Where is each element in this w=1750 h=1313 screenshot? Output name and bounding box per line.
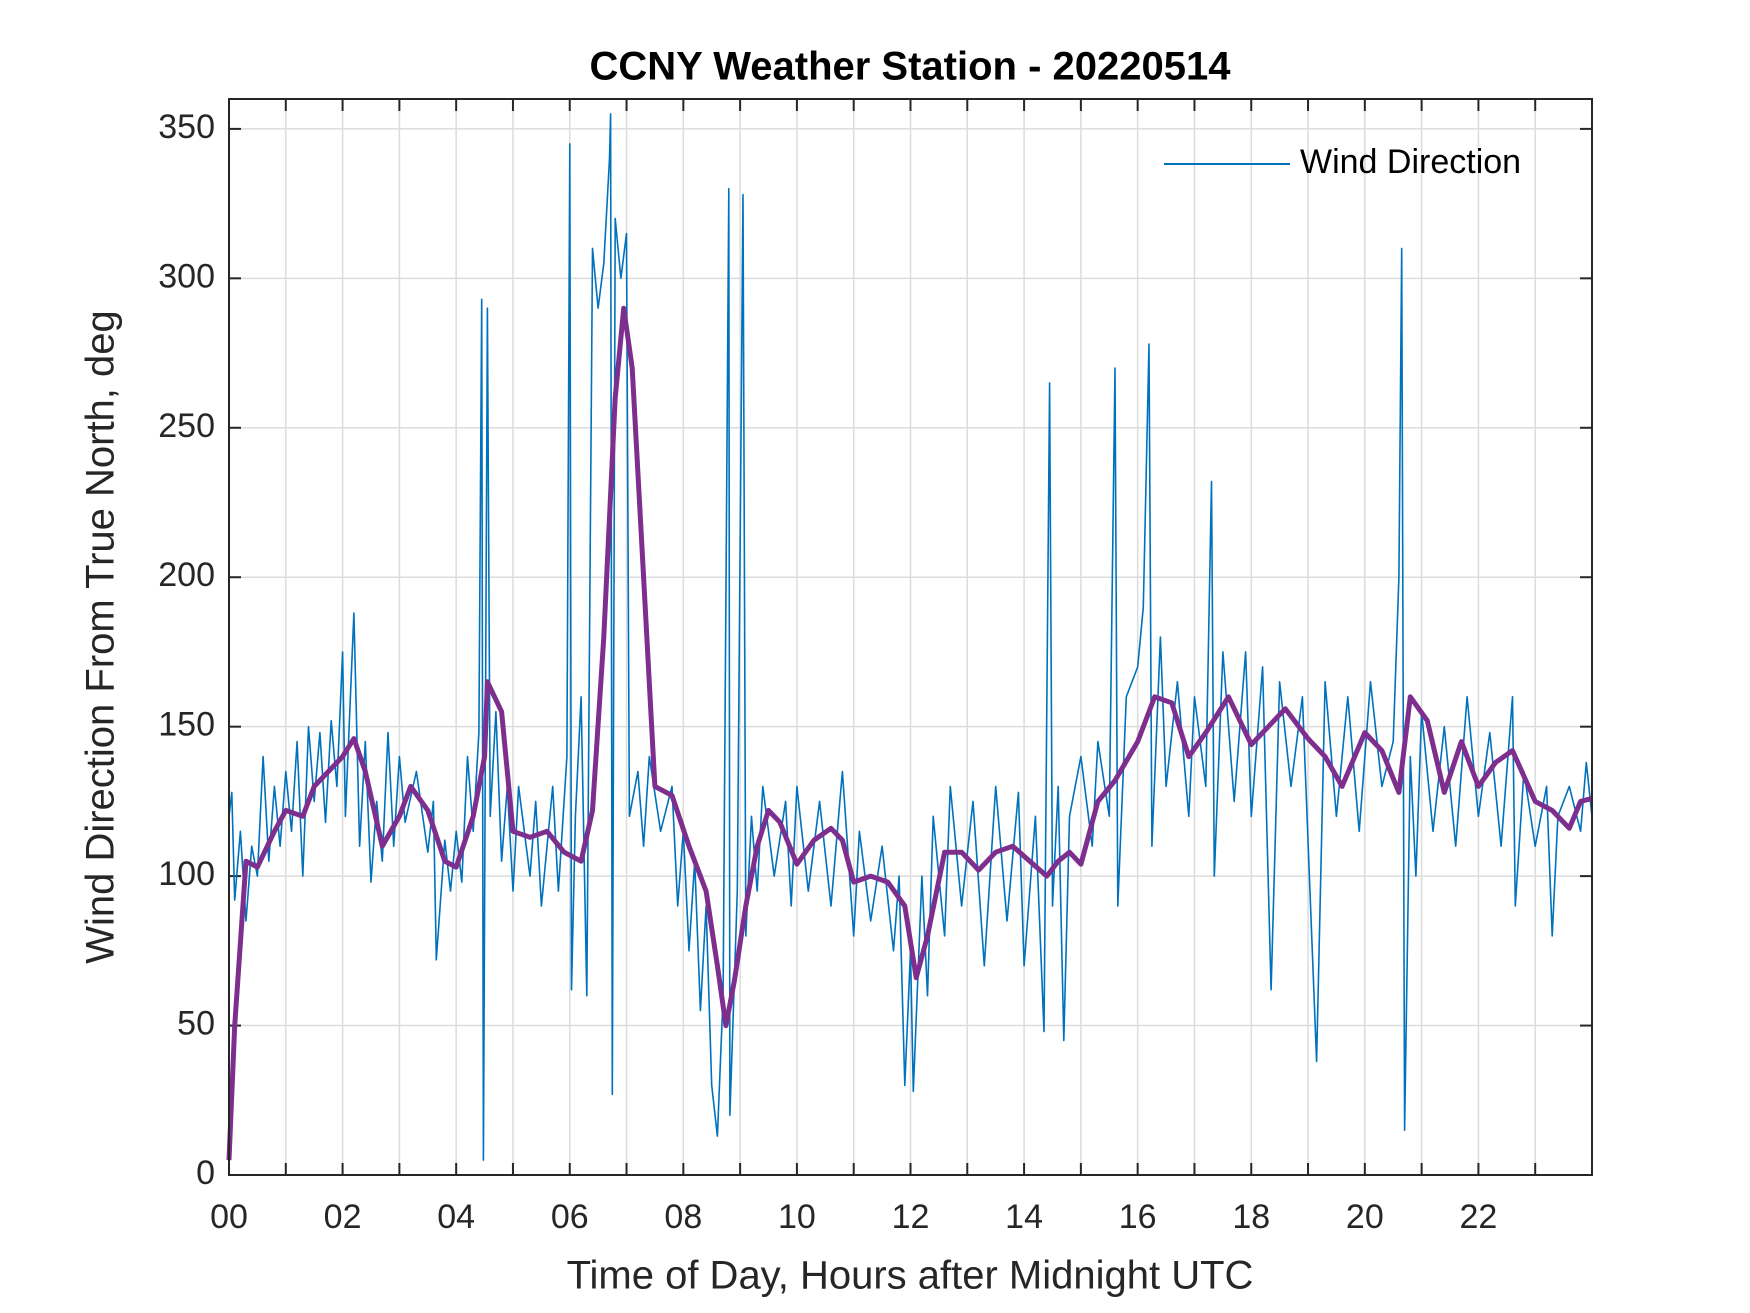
x-tick-label: 04 <box>437 1198 475 1236</box>
data-line <box>228 113 1593 1161</box>
axes-box <box>228 98 1593 1176</box>
x-tick-label: 16 <box>1119 1198 1157 1236</box>
data-line <box>226 305 1593 1161</box>
y-tick-label: 200 <box>158 556 215 594</box>
y-tick-label: 300 <box>158 257 215 295</box>
y-tick-label: 150 <box>158 706 215 744</box>
legend-label: Wind Direction <box>1300 143 1521 181</box>
y-tick-label: 0 <box>196 1154 215 1192</box>
x-tick-label: 08 <box>664 1198 702 1236</box>
y-axis-label: Wind Direction From True North, deg <box>79 310 123 964</box>
x-tick-label: 20 <box>1346 1198 1384 1236</box>
x-tick-label: 00 <box>210 1198 248 1236</box>
x-tick-label: 18 <box>1232 1198 1270 1236</box>
y-tick-label: 350 <box>158 108 215 146</box>
x-tick-label: 10 <box>778 1198 816 1236</box>
chart-title: CCNY Weather Station - 20220514 <box>590 45 1232 89</box>
x-tick-label: 22 <box>1460 1198 1498 1236</box>
x-axis-label: Time of Day, Hours after Midnight UTC <box>567 1254 1254 1298</box>
x-tick-label: 12 <box>892 1198 930 1236</box>
x-tick-label: 06 <box>551 1198 589 1236</box>
y-tick-label: 50 <box>177 1005 215 1043</box>
y-tick-label: 250 <box>158 407 215 445</box>
x-tick-label: 02 <box>324 1198 362 1236</box>
y-tick-label: 100 <box>158 855 215 893</box>
x-tick-label: 14 <box>1005 1198 1043 1236</box>
